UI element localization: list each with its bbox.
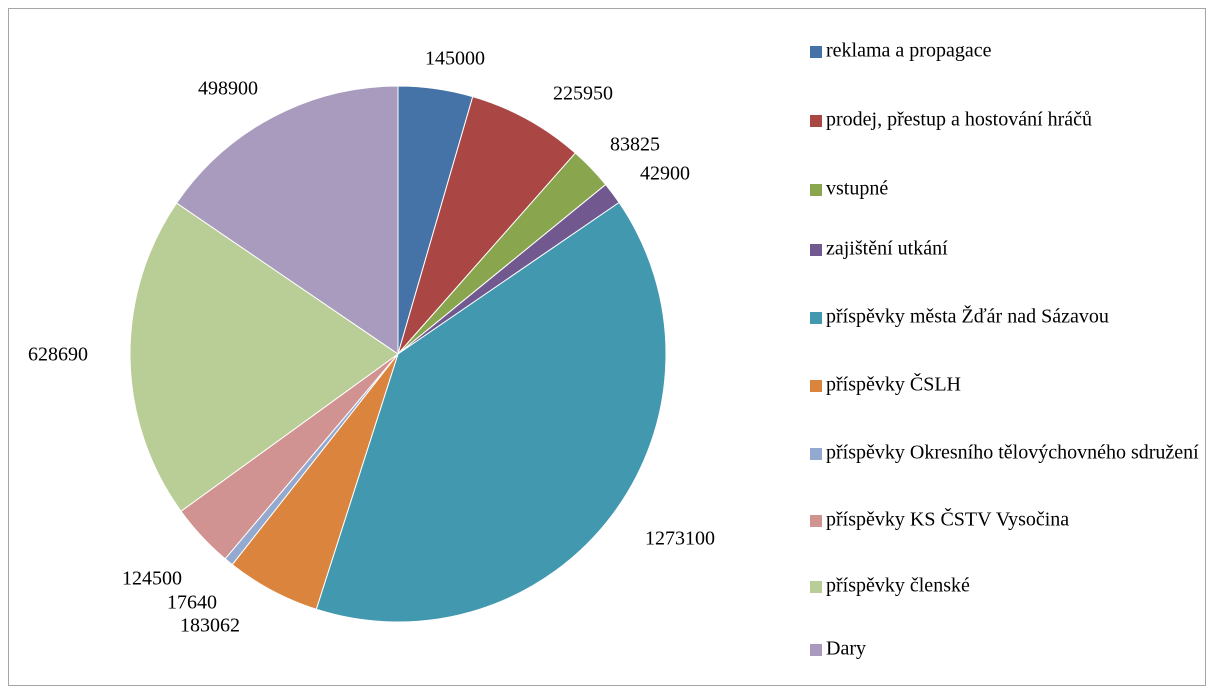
data-label: 83825 — [610, 134, 660, 156]
legend-label: Dary — [826, 638, 866, 660]
legend-label: reklama a propagace — [826, 40, 992, 62]
legend-label: příspěvky ČSLH — [826, 372, 961, 396]
data-label: 498900 — [198, 78, 258, 100]
legend-swatch — [810, 448, 822, 460]
legend-label: příspěvky KS ČSTV Vysočina — [826, 507, 1069, 531]
legend-swatch — [810, 184, 822, 196]
data-label: 145000 — [425, 48, 485, 70]
legend-label: příspěvky města Žďár nad Sázavou — [826, 305, 1109, 328]
legend-swatch — [810, 115, 822, 127]
legend-swatch — [810, 515, 822, 527]
data-label: 124500 — [122, 568, 182, 590]
legend-label: prodej, přestup a hostování hráčů — [826, 109, 1092, 131]
legend-swatch — [810, 644, 822, 656]
legend-swatch — [810, 312, 822, 324]
legend-label: příspěvky Okresního tělovýchovného sdruž… — [826, 442, 1199, 464]
legend-swatch — [810, 244, 822, 256]
data-label: 183062 — [180, 615, 240, 637]
data-label: 1273100 — [645, 528, 715, 550]
legend-swatch — [810, 380, 822, 392]
pie-slice — [315, 201, 667, 623]
legend-label: zajištění utkání — [826, 238, 948, 260]
legend-label: příspěvky členské — [826, 575, 970, 597]
legend-swatch — [810, 581, 822, 593]
pie-slice — [397, 96, 577, 355]
pie-slice — [175, 85, 399, 355]
data-label: 225950 — [553, 83, 613, 105]
legend-label: vstupné — [826, 178, 888, 200]
data-label: 628690 — [28, 344, 88, 366]
legend-swatch — [810, 46, 822, 58]
data-label: 17640 — [167, 592, 217, 614]
pie-slice — [129, 202, 399, 512]
data-label: 42900 — [640, 163, 690, 185]
